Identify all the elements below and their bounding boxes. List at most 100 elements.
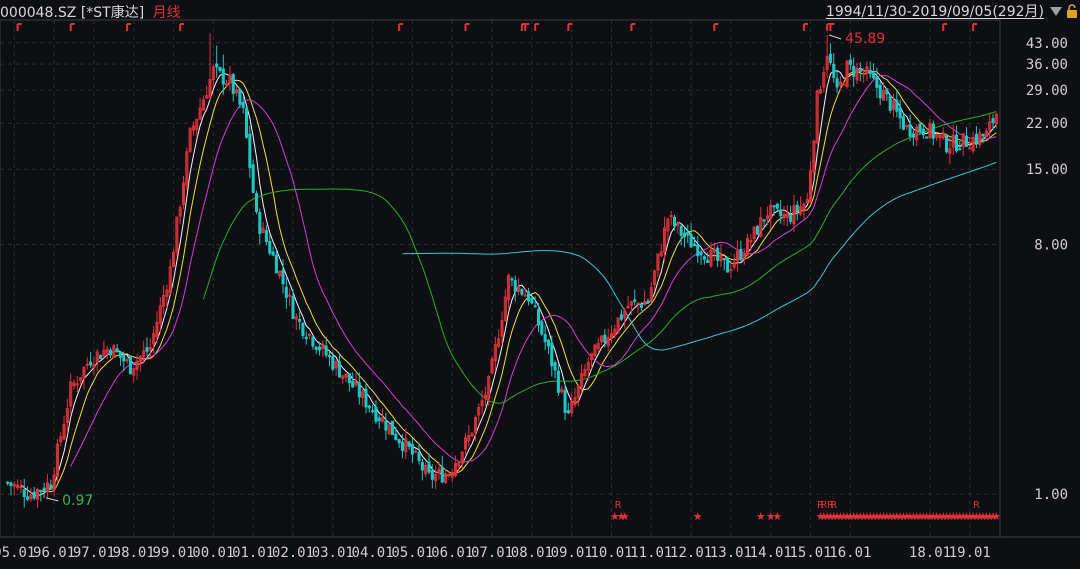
candle <box>354 371 358 388</box>
candle <box>639 301 643 312</box>
candle <box>732 253 736 270</box>
candle-body <box>805 198 809 204</box>
candle <box>274 249 278 274</box>
candle <box>596 337 600 352</box>
candle <box>430 464 434 489</box>
date-range-label[interactable]: 1994/11/30-2019/09/05(292月) <box>825 4 1044 20</box>
candle-body <box>105 348 109 355</box>
ma-line-60 <box>202 111 997 404</box>
star-marker: ★ <box>942 510 952 523</box>
candle-body <box>271 251 275 256</box>
candle-body <box>712 250 716 253</box>
candle <box>440 455 444 484</box>
candle-body <box>527 291 531 302</box>
candle-body <box>540 321 544 335</box>
x-tick-label: 12.01 <box>670 545 712 561</box>
candle <box>769 199 773 229</box>
candle-body <box>772 205 776 208</box>
signal-flag <box>464 23 470 31</box>
candle <box>361 386 365 407</box>
candle-body <box>699 251 703 256</box>
candle-body <box>732 262 736 268</box>
candle-body <box>682 232 687 238</box>
candle-body <box>706 259 710 263</box>
candle-body <box>799 206 803 215</box>
candle <box>825 35 829 79</box>
candle <box>181 175 186 209</box>
candle-body <box>148 346 152 351</box>
star-marker: ★ <box>965 510 975 523</box>
star-marker: ★ <box>971 510 981 523</box>
candle-body <box>460 451 464 463</box>
candle <box>16 479 20 491</box>
candle <box>938 134 942 148</box>
star-marker: ★ <box>862 510 872 523</box>
candle-body <box>838 81 842 86</box>
candle <box>367 404 371 413</box>
candle-body <box>397 439 401 444</box>
candle <box>424 461 428 478</box>
star-marker: ★ <box>839 510 849 523</box>
candle <box>49 479 53 491</box>
x-tick-label: 14.01 <box>750 545 792 561</box>
candle-body <box>709 249 713 267</box>
candle <box>991 114 995 131</box>
period-label[interactable]: 月线 <box>152 5 181 21</box>
candle-body <box>228 74 232 84</box>
candle <box>251 159 255 194</box>
x-tick-label: 03.01 <box>312 545 354 561</box>
candle <box>298 311 302 330</box>
ma-line-10 <box>37 70 997 493</box>
candle <box>162 285 166 315</box>
candle <box>407 440 411 450</box>
candle <box>931 120 935 146</box>
candle <box>102 340 106 358</box>
candle-body <box>696 244 700 257</box>
x-tick-label: 08.01 <box>511 545 553 561</box>
candle-body <box>573 397 577 405</box>
candle <box>371 404 375 414</box>
y-tick-label: 1.00 <box>1034 487 1068 503</box>
candle-body <box>470 432 474 437</box>
candle <box>822 66 826 93</box>
star-marker: ★ <box>978 510 988 523</box>
candle <box>669 210 673 226</box>
candle-body <box>168 266 172 294</box>
candle <box>818 85 823 94</box>
candle <box>586 357 590 381</box>
star-marker: ★ <box>865 510 875 523</box>
candle <box>410 437 414 463</box>
candle-body <box>26 496 30 500</box>
candle <box>79 377 83 385</box>
candle <box>679 223 683 246</box>
candle-body <box>789 214 793 222</box>
signal-flag <box>398 23 404 31</box>
candle <box>636 301 640 314</box>
candle-body <box>583 368 587 376</box>
candle <box>563 383 567 421</box>
candle <box>337 353 341 378</box>
candle <box>172 248 176 268</box>
candle-body <box>945 135 949 153</box>
candle-body <box>89 361 93 366</box>
star-marker: ★ <box>985 510 995 523</box>
lock-icon[interactable] <box>1066 4 1078 18</box>
candle <box>500 311 504 346</box>
candle <box>59 431 63 447</box>
star-marker: ★ <box>945 510 955 523</box>
candle <box>520 288 524 297</box>
candle-body <box>895 99 899 112</box>
candle <box>845 59 849 89</box>
dropdown-icon[interactable] <box>1050 6 1062 16</box>
star-marker: ★ <box>772 510 782 523</box>
star-marker: ★ <box>849 510 859 523</box>
range-selector[interactable]: 1994/11/30-2019/09/05(292月) <box>826 2 1078 20</box>
candle-body <box>254 193 259 213</box>
star-marker: ★ <box>885 510 895 523</box>
candle <box>560 385 564 394</box>
candle-body <box>69 381 73 407</box>
candle <box>626 295 630 309</box>
candle <box>414 448 418 454</box>
candle <box>85 357 89 370</box>
